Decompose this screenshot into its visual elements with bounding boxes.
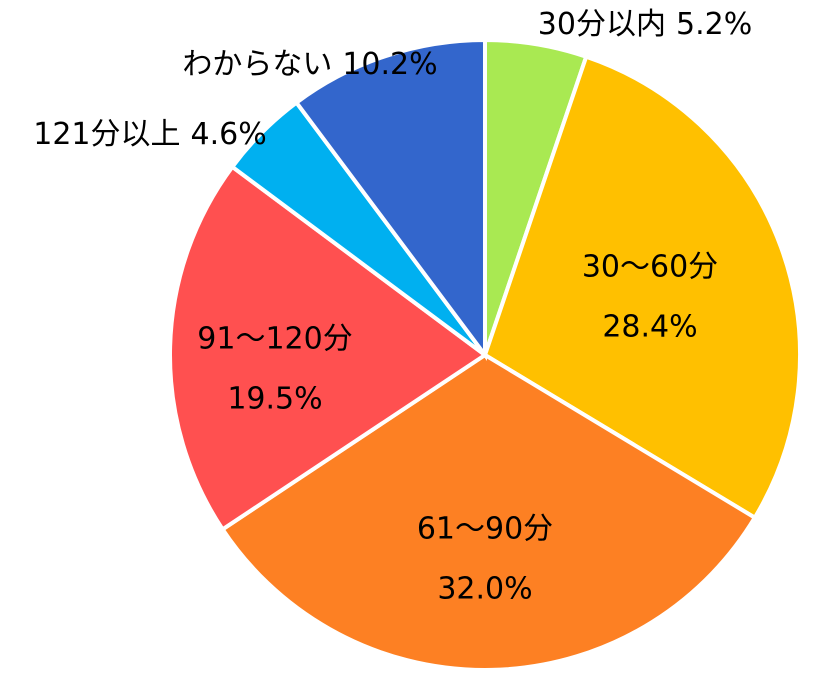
value-label: 32.0% [437, 572, 532, 607]
category-label: 121分以上 [33, 117, 180, 152]
slice-label: 61～90分 [417, 512, 553, 547]
pie-slice [293, 37, 487, 362]
slice-label: わからない 10.2% [182, 47, 437, 82]
slice-label: 30～60分 [582, 250, 718, 285]
pie-slice [219, 352, 758, 672]
value-label: 28.4% [602, 310, 697, 345]
value-label: 10.2% [342, 47, 437, 82]
value-label: 4.6% [191, 117, 267, 152]
slice-label: 121分以上 4.6% [33, 117, 266, 152]
category-label: わからない [182, 47, 332, 82]
slice-label: 30分以内 5.2% [538, 7, 752, 42]
category-label: 30分以内 [538, 7, 666, 42]
value-label: 19.5% [227, 382, 322, 417]
pie-slice [168, 164, 489, 533]
value-label: 5.2% [676, 7, 752, 42]
slice-label: 91～120分 [197, 322, 352, 357]
